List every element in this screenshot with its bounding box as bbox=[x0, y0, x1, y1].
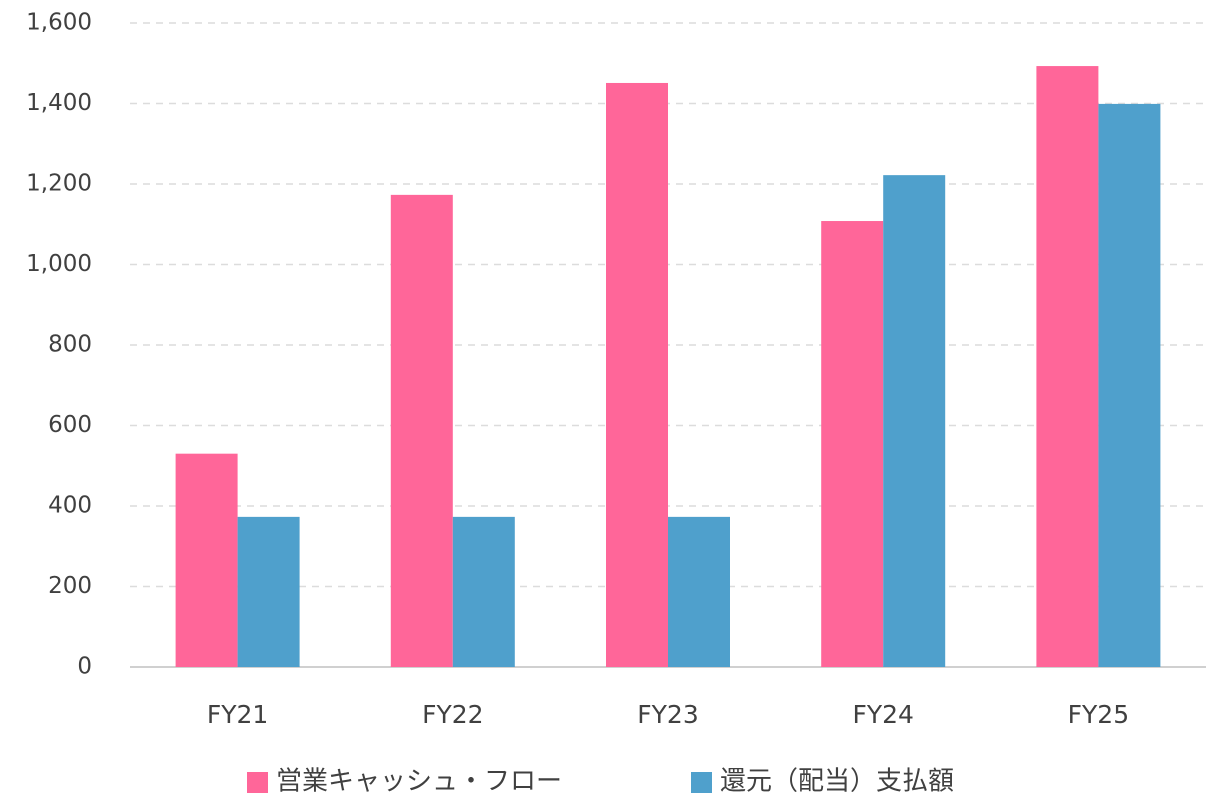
y-tick-label: 800 bbox=[48, 332, 92, 358]
bar bbox=[1036, 66, 1099, 667]
bar bbox=[1098, 103, 1161, 668]
x-tick-label: FY21 bbox=[207, 700, 268, 729]
y-tick-label: 400 bbox=[48, 493, 92, 519]
x-tick-label: FY25 bbox=[1068, 700, 1129, 729]
y-tick-label: 1,400 bbox=[26, 90, 92, 116]
legend-label: 営業キャッシュ・フロー bbox=[276, 767, 562, 797]
x-tick-label: FY24 bbox=[852, 700, 913, 729]
y-tick-label: 1,000 bbox=[26, 251, 92, 277]
legend-swatch bbox=[247, 772, 268, 793]
bar bbox=[821, 221, 884, 667]
legend-label: 還元（配当）支払額 bbox=[720, 767, 954, 797]
bar bbox=[606, 82, 668, 667]
y-tick-label: 200 bbox=[48, 573, 92, 599]
y-tick-label: 600 bbox=[48, 412, 92, 438]
y-tick-label: 1,200 bbox=[26, 171, 92, 197]
legend-swatch bbox=[691, 772, 712, 793]
bar bbox=[175, 453, 238, 667]
bar bbox=[237, 516, 300, 667]
x-tick-label: FY22 bbox=[422, 700, 483, 729]
y-tick-label: 1,600 bbox=[26, 10, 92, 36]
bar bbox=[668, 516, 730, 667]
bar bbox=[452, 516, 515, 667]
bar bbox=[390, 194, 453, 667]
y-tick-label: 0 bbox=[77, 654, 92, 680]
bar bbox=[883, 175, 946, 667]
x-tick-label: FY23 bbox=[637, 700, 698, 729]
